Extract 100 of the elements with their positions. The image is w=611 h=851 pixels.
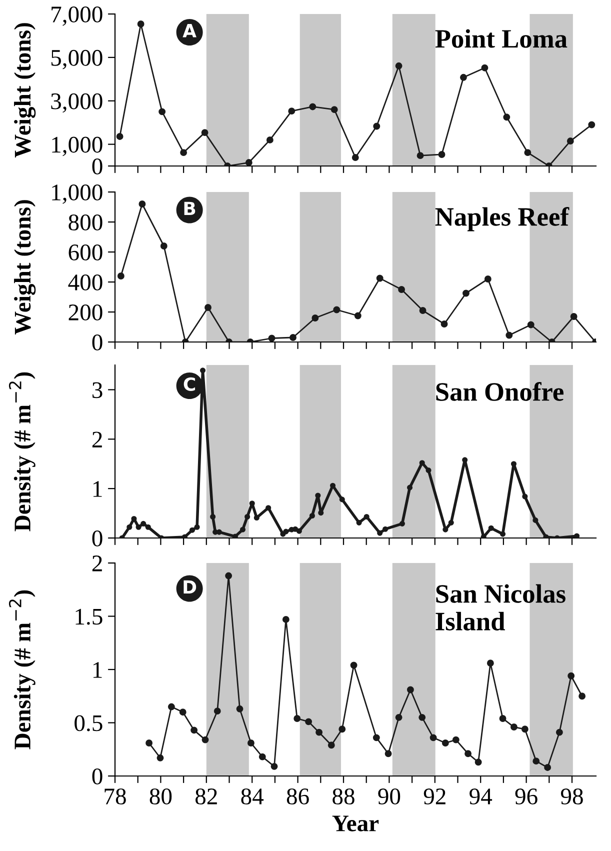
x-tick-label: 78 [104,788,126,804]
point [419,307,426,314]
point [356,520,362,526]
point [510,724,518,730]
y-axis-title: Density (# m$^{−2}$) [8,590,36,750]
y-tick-label: 5,000 [51,50,102,70]
y-tick-label: 1,000 [52,184,102,204]
y-tick-label: 3 [92,382,102,398]
point [145,524,151,530]
point [376,274,384,282]
point [201,129,208,136]
point [138,200,146,208]
point [288,108,296,115]
point [352,154,359,162]
y-tick-label: 800 [68,214,102,230]
point [521,726,528,733]
y-tick-label: 2 [92,556,102,572]
y-tick-label: 400 [68,274,102,290]
annotation: A [182,24,196,38]
point [270,762,278,770]
point [568,672,575,680]
y-tick-label: 1.5 [76,608,102,625]
point [160,242,168,250]
point [460,74,467,81]
point [316,728,323,736]
y-tick-label: 200 [68,304,102,320]
x-tick-label: 92 [424,788,446,804]
point [395,62,402,70]
point [180,149,188,156]
point [442,740,449,746]
x-tick-label: 82 [195,788,217,804]
annotation: B [184,202,196,215]
x-tick-label: 84 [241,788,264,804]
point [305,718,312,726]
y-tick-label: 1 [93,481,102,497]
point [258,753,266,760]
point [522,494,528,500]
point [339,496,345,502]
point [524,149,532,156]
point [244,514,250,520]
point [146,740,153,746]
point [503,114,510,121]
y-tick-label: 0 [92,158,102,174]
x-tick-label: 98 [560,788,583,804]
point [481,64,488,72]
point [382,526,388,532]
y-tick-label: 0 [92,768,102,784]
point [315,492,321,498]
point [254,514,260,521]
chart-title: Point Loma [435,29,568,48]
y-tick-label: 0.5 [74,715,102,732]
point [117,272,124,280]
point [204,304,212,311]
point [418,714,426,721]
point [283,528,289,534]
point [464,750,472,758]
point [426,468,432,474]
point [416,152,424,160]
point [406,484,413,490]
point [247,740,254,746]
point [406,686,414,694]
x-axis-title: Year [332,816,379,832]
point [484,276,492,282]
y-tick-label: 0 [92,334,102,350]
annotation: C [184,377,196,391]
point [570,313,578,320]
point [338,726,346,733]
point [266,505,272,511]
y-tick-label: 0 [92,530,102,546]
point [399,520,406,526]
text: San Nicolas Island [436,584,566,630]
point [309,103,316,110]
y-tick-label: 1 [93,662,102,678]
text: San Onofre [436,382,564,401]
point [398,286,406,293]
point [532,517,538,523]
point [506,332,513,339]
point [294,715,301,722]
point [500,531,506,537]
y-axis-title: Density (# m$^{−2}$) [8,372,36,532]
point [578,692,586,700]
point [312,314,319,322]
x-tick-label: 90 [378,788,400,804]
x-tick-label: 80 [150,788,172,804]
point [328,742,335,749]
point [232,534,238,538]
x-tick-label: 86 [286,788,309,804]
annotation: D [184,580,196,594]
point [452,736,460,744]
point [430,734,437,742]
point [158,108,166,116]
y-tick-label: 2 [92,432,102,448]
point [448,520,454,526]
point [290,334,296,341]
point [488,525,494,531]
y-tick-label: 1,000 [52,136,102,156]
point [236,705,244,712]
y-axis-title: Weight (tons) [14,23,36,158]
point [210,514,216,520]
point [168,703,175,710]
